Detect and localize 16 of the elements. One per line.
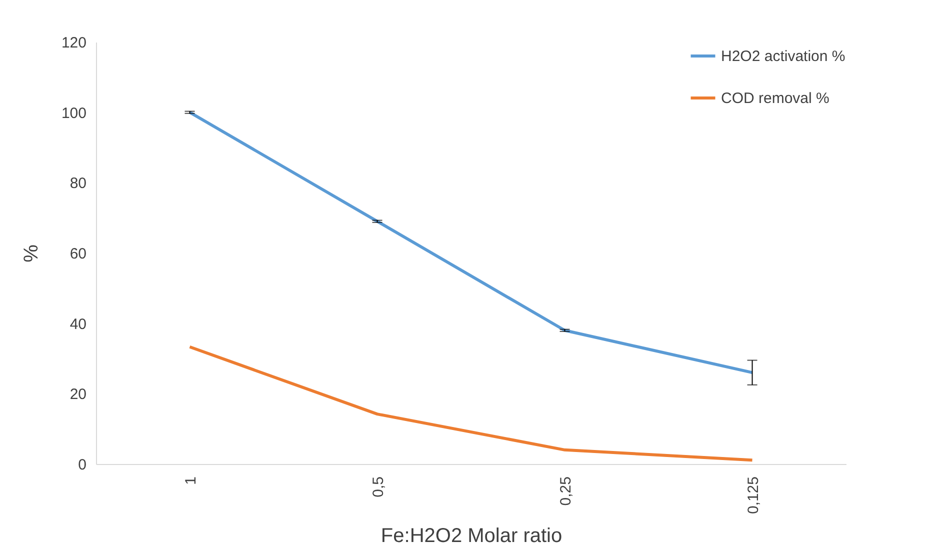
x-axis-title: Fe:H2O2 Molar ratio: [380, 525, 562, 548]
x-tick-label: 1: [182, 476, 200, 485]
y-tick-label: 60: [70, 246, 86, 262]
y-tick-label: 80: [70, 175, 86, 192]
y-tick-label: 120: [61, 34, 86, 52]
x-tick-label: 0,25: [557, 476, 574, 506]
x-tick-label: 0,125: [744, 476, 762, 514]
x-tick-label: 0,5: [370, 476, 387, 498]
line-series: [188, 345, 754, 462]
y-axis-title: %: [20, 244, 42, 262]
y-tick-label: 100: [61, 104, 86, 122]
y-tick-label: 0: [78, 456, 86, 474]
y-tick-label: 40: [70, 316, 86, 333]
y-tick-label: 20: [70, 386, 86, 404]
legend-label: H2O2 activation %: [721, 48, 846, 65]
legend-label: COD removal %: [721, 90, 830, 107]
